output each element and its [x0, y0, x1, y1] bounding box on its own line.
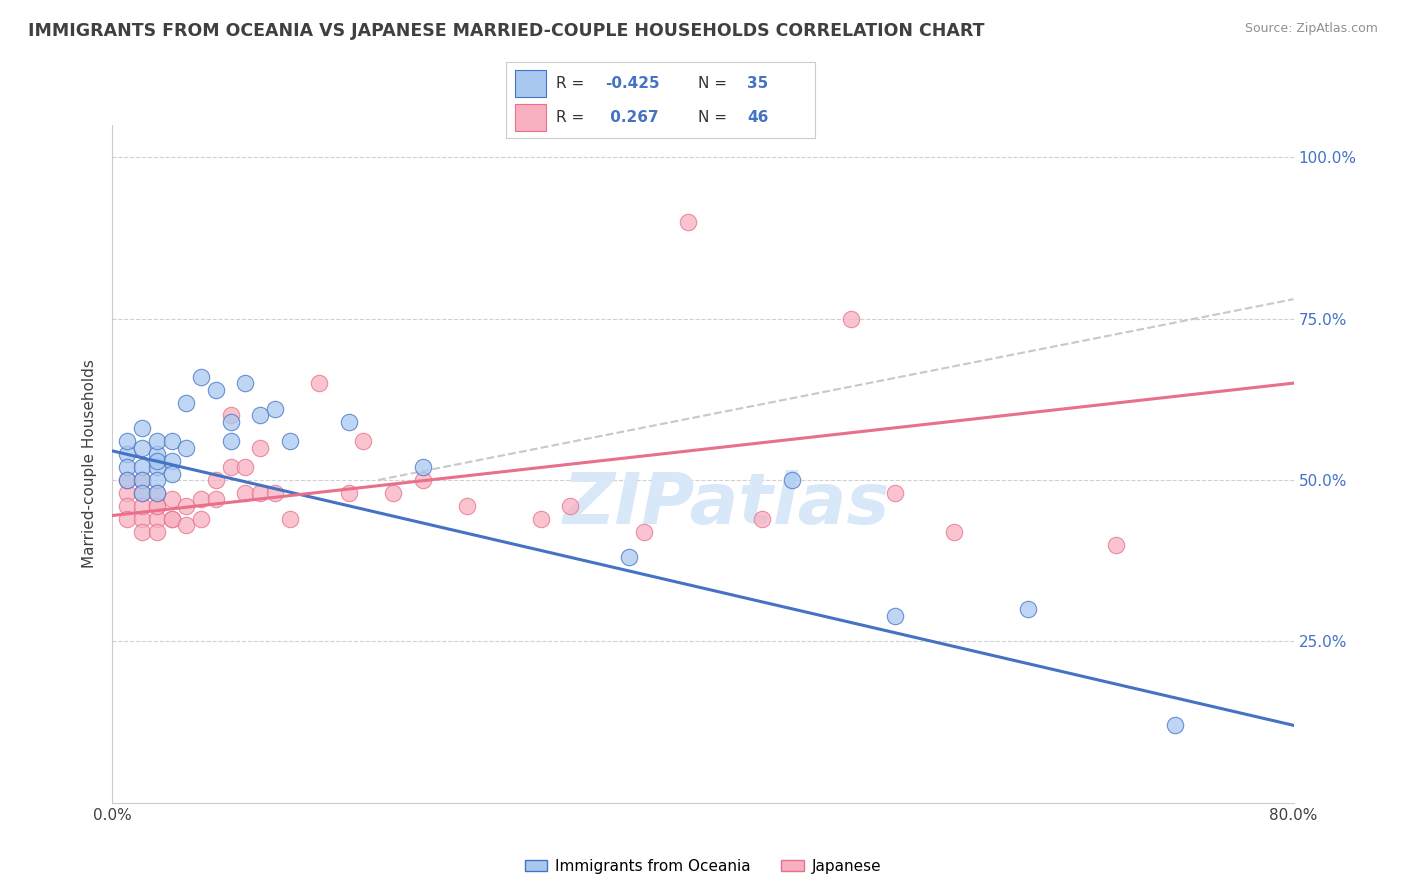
Point	[233, 376, 256, 391]
Text: Source: ZipAtlas.com: Source: ZipAtlas.com	[1244, 22, 1378, 36]
Point	[839, 311, 862, 326]
Point	[219, 460, 242, 475]
Point	[160, 492, 183, 507]
Point	[174, 441, 197, 455]
Point	[308, 376, 330, 391]
Point	[780, 473, 803, 487]
Point	[529, 512, 551, 526]
Point	[131, 486, 153, 500]
Point	[278, 512, 301, 526]
Point	[117, 486, 138, 500]
Point	[131, 473, 153, 487]
Point	[190, 512, 212, 526]
Point	[131, 460, 153, 475]
Point	[233, 486, 256, 500]
FancyBboxPatch shape	[516, 70, 547, 96]
Text: R =: R =	[555, 76, 589, 91]
Point	[160, 453, 183, 467]
Point	[382, 486, 405, 500]
FancyBboxPatch shape	[516, 104, 547, 130]
Point	[146, 524, 169, 539]
Point	[131, 499, 153, 513]
Point	[190, 492, 212, 507]
Text: 0.267: 0.267	[605, 111, 659, 125]
Point	[131, 421, 153, 435]
Point	[117, 473, 138, 487]
Point	[117, 434, 138, 449]
Point	[117, 512, 138, 526]
Point	[219, 415, 242, 429]
Point	[1164, 718, 1187, 732]
Point	[146, 486, 169, 500]
Text: IMMIGRANTS FROM OCEANIA VS JAPANESE MARRIED-COUPLE HOUSEHOLDS CORRELATION CHART: IMMIGRANTS FROM OCEANIA VS JAPANESE MARR…	[28, 22, 984, 40]
Point	[146, 460, 169, 475]
Point	[146, 447, 169, 461]
Text: -0.425: -0.425	[605, 76, 659, 91]
Point	[190, 369, 212, 384]
Point	[619, 550, 641, 565]
Point	[146, 512, 169, 526]
Point	[174, 499, 197, 513]
Point	[219, 409, 242, 423]
Point	[337, 486, 360, 500]
Point	[131, 473, 153, 487]
Text: ZIPatlas: ZIPatlas	[562, 470, 890, 539]
Text: 46: 46	[748, 111, 769, 125]
Point	[751, 512, 773, 526]
Point	[278, 434, 301, 449]
Point	[174, 518, 197, 533]
Point	[884, 608, 907, 623]
Point	[146, 499, 169, 513]
Point	[160, 512, 183, 526]
Y-axis label: Married-couple Households: Married-couple Households	[82, 359, 97, 568]
Point	[174, 395, 197, 409]
Point	[205, 492, 228, 507]
Point	[160, 512, 183, 526]
Point	[131, 512, 153, 526]
Point	[146, 453, 169, 467]
Point	[117, 447, 138, 461]
Point	[678, 215, 700, 229]
Point	[264, 401, 287, 416]
Point	[205, 383, 228, 397]
Point	[219, 434, 242, 449]
Legend: Immigrants from Oceania, Japanese: Immigrants from Oceania, Japanese	[519, 853, 887, 880]
Point	[249, 486, 271, 500]
Point	[160, 467, 183, 481]
Point	[205, 473, 228, 487]
Point	[233, 460, 256, 475]
Text: R =: R =	[555, 111, 589, 125]
Point	[146, 486, 169, 500]
Point	[146, 434, 169, 449]
Point	[1105, 537, 1128, 551]
Point	[558, 499, 582, 513]
Point	[633, 524, 655, 539]
Text: 35: 35	[748, 76, 769, 91]
Point	[117, 460, 138, 475]
Point	[352, 434, 374, 449]
Point	[249, 409, 271, 423]
Point	[146, 499, 169, 513]
Point	[131, 524, 153, 539]
Point	[117, 499, 138, 513]
Point	[411, 473, 433, 487]
Point	[131, 486, 153, 500]
Point	[264, 486, 287, 500]
Point	[411, 460, 433, 475]
Point	[131, 441, 153, 455]
Point	[249, 441, 271, 455]
Text: N =: N =	[697, 111, 731, 125]
Point	[884, 486, 907, 500]
Point	[337, 415, 360, 429]
Point	[942, 524, 965, 539]
Text: N =: N =	[697, 76, 731, 91]
Point	[117, 473, 138, 487]
Point	[1017, 602, 1039, 616]
Point	[146, 473, 169, 487]
Point	[160, 434, 183, 449]
Point	[456, 499, 478, 513]
